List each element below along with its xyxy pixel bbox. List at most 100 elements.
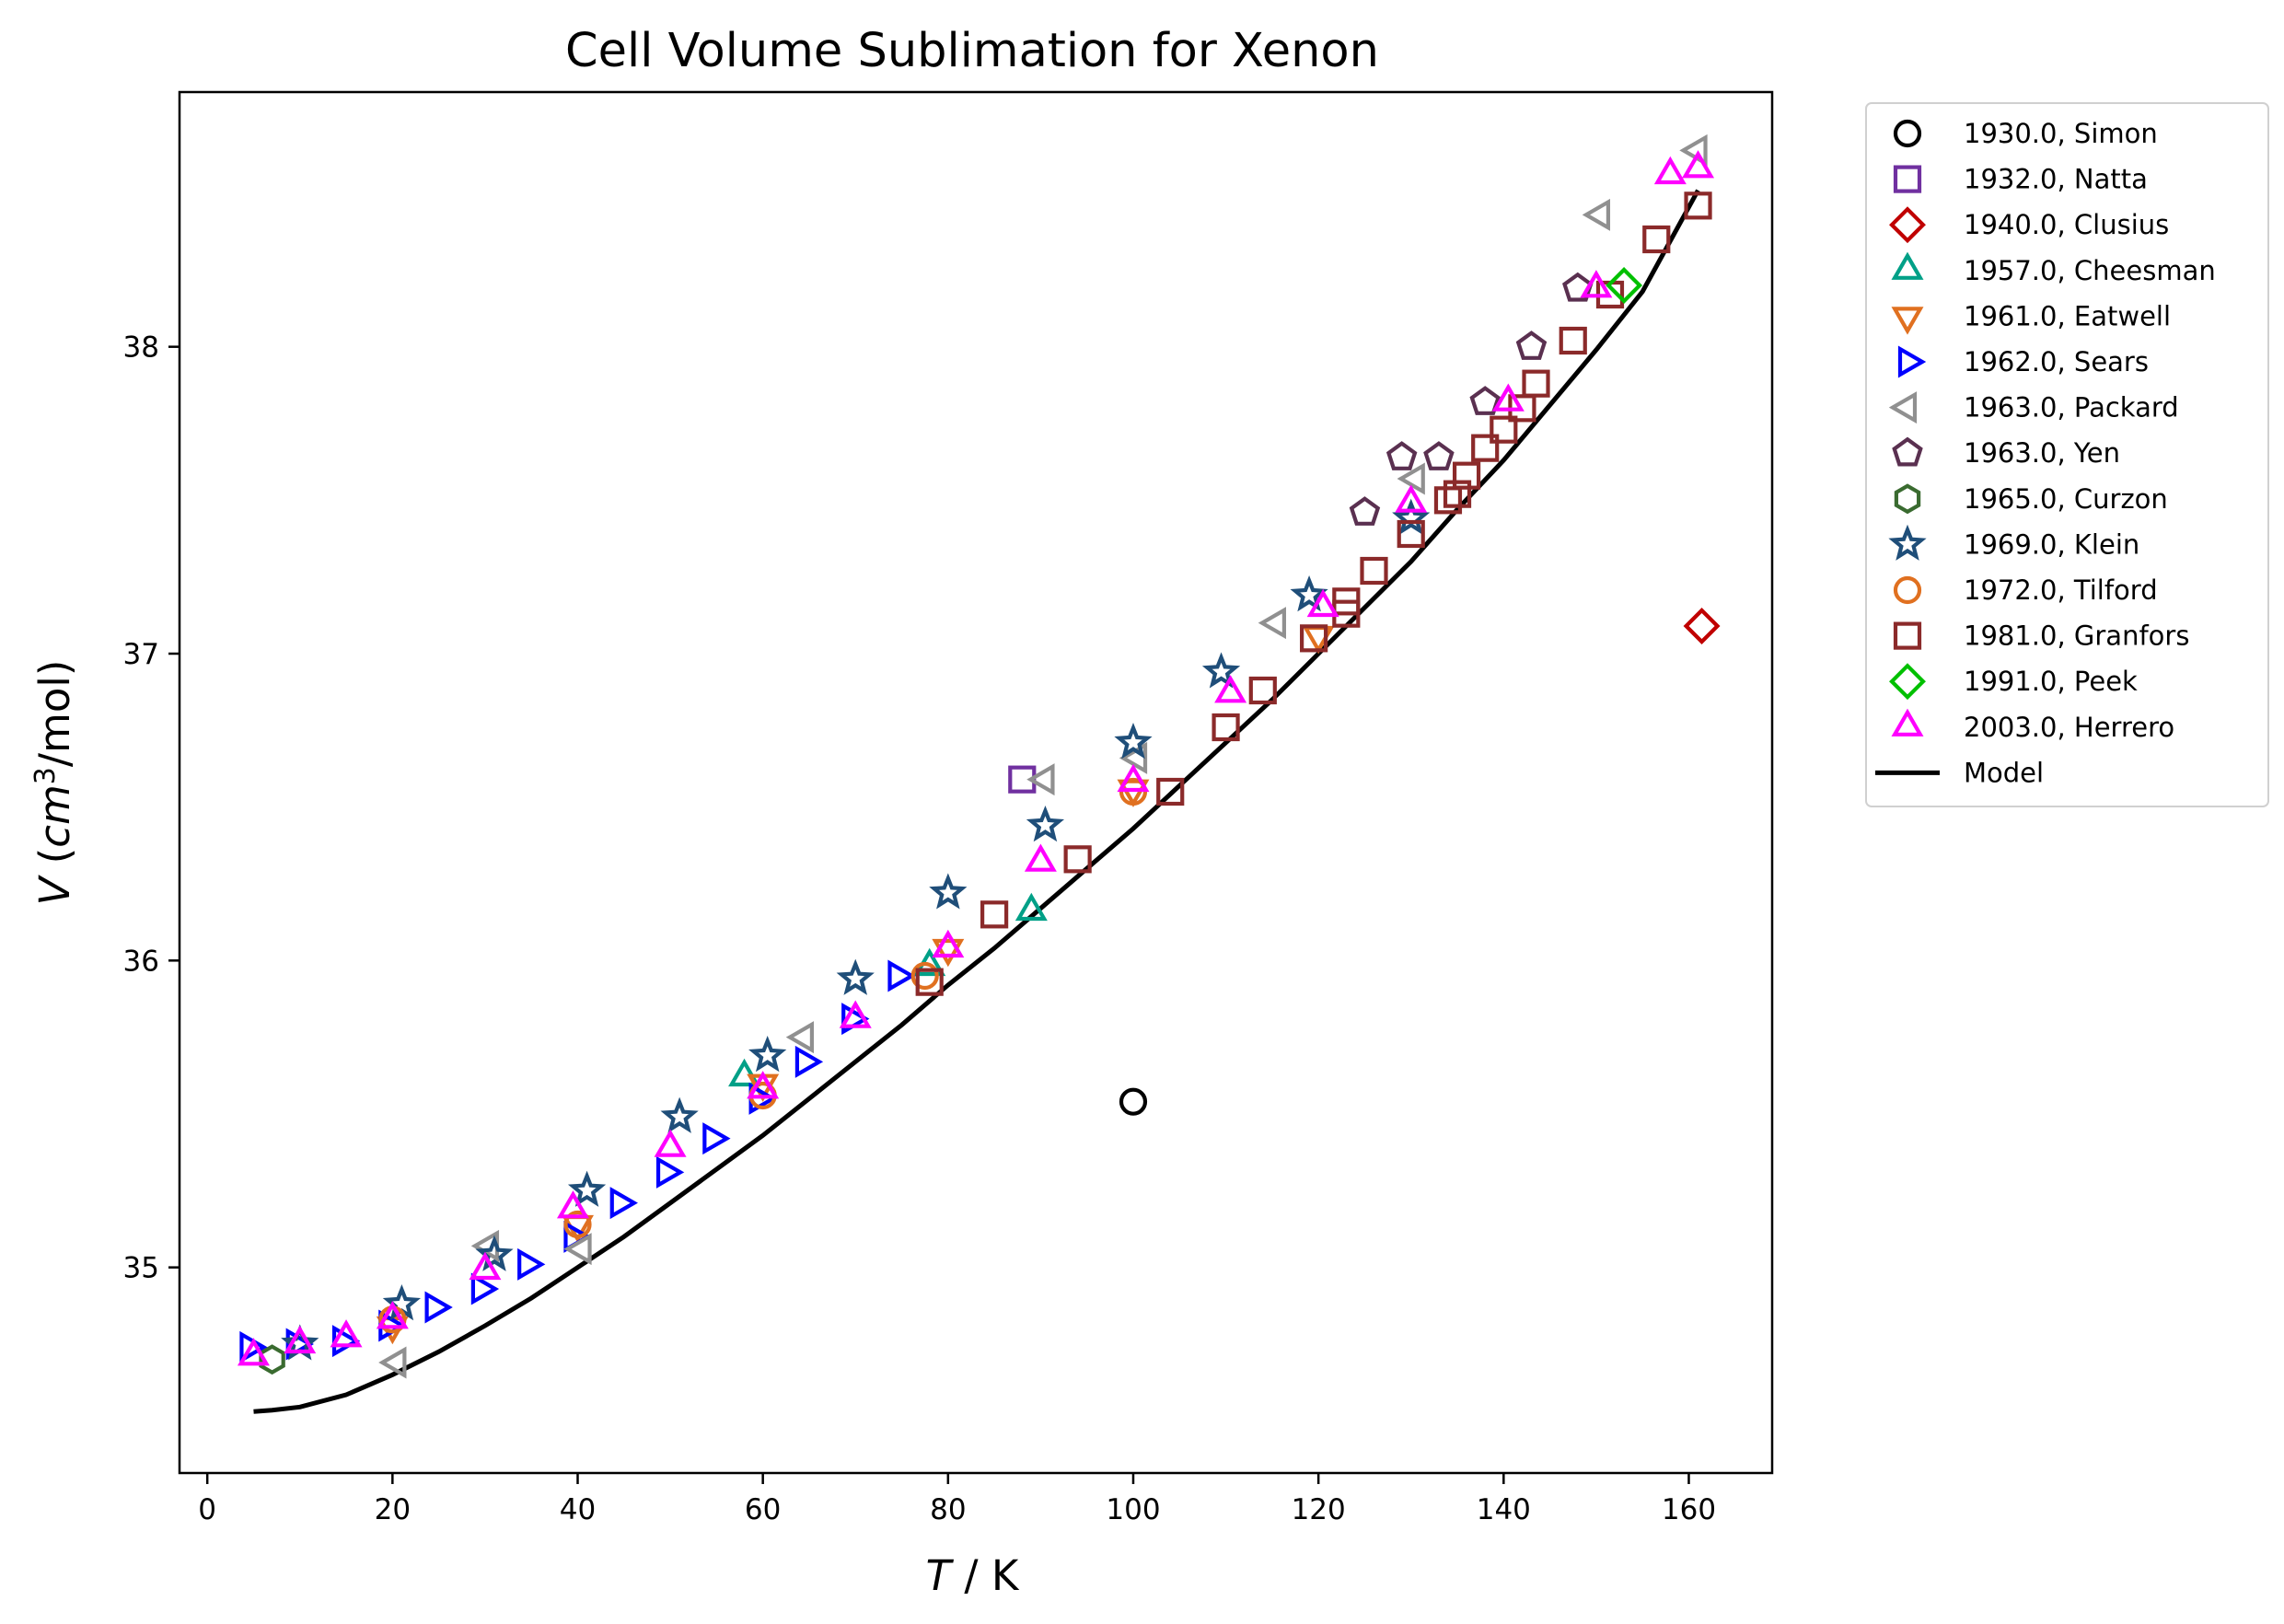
data-point: [1642, 225, 1671, 254]
data-point: [887, 959, 916, 992]
chart-title: Cell Volume Sublimation for Xenon: [565, 24, 1379, 78]
x-tick-label: 40: [560, 1493, 596, 1526]
data-point: [1452, 461, 1481, 490]
data-point: [1014, 892, 1048, 922]
data-point: [929, 873, 968, 910]
y-tick-label: 37: [123, 638, 159, 671]
data-point: [1471, 434, 1500, 462]
y-axis-unit-open: (: [30, 848, 79, 877]
legend-marker-swatch: [1891, 307, 1924, 335]
data-point: [1385, 441, 1418, 470]
legend: 1930.0, Simon 1932.0, Natta 1940.0, Clusiu…: [1865, 102, 2269, 807]
legend-marker-swatch: [1888, 524, 1927, 561]
data-point: [470, 1272, 500, 1305]
data-point: [1423, 441, 1455, 470]
legend-marker-swatch: [1897, 345, 1927, 378]
data-point: [1024, 843, 1057, 872]
legend-entry: 1963.0, Yen: [1892, 436, 2120, 469]
data-point: [1490, 415, 1518, 444]
data-point: [1397, 519, 1425, 549]
legend-label: 1930.0, Simon: [1964, 118, 2158, 149]
data-point: [376, 1301, 409, 1329]
legend-box: [1865, 102, 2269, 807]
legend-label: 1963.0, Packard: [1964, 392, 2179, 423]
data-point: [836, 958, 875, 995]
data-point: [932, 929, 965, 958]
legend-entry: 2003.0, Herrero: [1891, 708, 2174, 743]
series-12: [1606, 267, 1643, 304]
data-point: [1562, 272, 1594, 302]
data-point: [1682, 150, 1715, 179]
data-point: [563, 1233, 592, 1266]
legend-entry: 1969.0, Klein: [1888, 524, 2139, 561]
data-point: [378, 1346, 407, 1379]
x-axis-label: T / K: [926, 1551, 1020, 1600]
data-point: [1580, 270, 1613, 298]
y-tick-label: 38: [123, 331, 159, 365]
series-2: [1683, 608, 1721, 644]
data-point: [980, 900, 1009, 929]
data-point: [660, 1096, 699, 1133]
data-point: [1606, 267, 1643, 304]
legend-marker-swatch: [1891, 708, 1924, 737]
data-point: [747, 1071, 780, 1099]
data-point: [237, 1338, 270, 1366]
legend-entry: 1972.0, Tilford: [1893, 574, 2158, 606]
legend-entry: Model: [1875, 757, 2044, 788]
legend-label: 1969.0, Klein: [1964, 528, 2139, 560]
data-point: [1114, 722, 1153, 760]
axes-frame: [178, 90, 1774, 1475]
x-tick-label: 120: [1292, 1493, 1346, 1526]
data-point: [1392, 498, 1431, 535]
data-point: [1684, 191, 1712, 220]
data-point: [728, 1058, 761, 1087]
legend-entry: 1940.0, Clusius: [1889, 206, 2169, 244]
x-axis-variable: T: [926, 1551, 955, 1600]
legend-label: 1965.0, Curzon: [1964, 483, 2168, 515]
data-point: [702, 1122, 731, 1155]
series-7: [1349, 272, 1594, 526]
data-point: [1360, 556, 1388, 586]
data-point: [1582, 198, 1611, 231]
series-0: [1119, 1087, 1148, 1116]
data-point: [1290, 574, 1328, 612]
plot-area: [178, 90, 1774, 1475]
data-point: [748, 1035, 787, 1073]
data-point: [1515, 331, 1548, 360]
legend-entry: 1932.0, Natta: [1893, 164, 2148, 195]
legend-entry: 1961.0, Eatwell: [1891, 300, 2171, 335]
legend-label: 1962.0, Sears: [1964, 346, 2149, 377]
data-point: [1433, 486, 1463, 515]
series-13: [237, 150, 1715, 1366]
x-tick-label: 80: [930, 1493, 966, 1526]
data-point: [932, 938, 965, 968]
data-point: [1683, 608, 1721, 644]
data-point: [1653, 156, 1687, 185]
data-point: [794, 1045, 824, 1078]
x-tick-label: 60: [745, 1493, 781, 1526]
legend-entry: 1965.0, Curzon: [1894, 483, 2168, 515]
y-axis-unit-close: /mol): [30, 660, 79, 768]
data-point: [1026, 805, 1065, 842]
data-point: [567, 1170, 607, 1207]
legend-label: 1972.0, Tilford: [1964, 574, 2158, 606]
x-tick-label: 20: [375, 1493, 411, 1526]
x-axis-unit: / K: [951, 1551, 1020, 1600]
data-point: [1063, 845, 1092, 874]
legend-entry: 1957.0, Cheesman: [1891, 251, 2216, 286]
legend-marker-swatch: [1893, 621, 1922, 650]
legend-entry: 1991.0, Peek: [1889, 663, 2138, 701]
data-point: [1395, 484, 1428, 513]
data-point: [609, 1187, 638, 1220]
series-9: [281, 498, 1431, 1361]
legend-label: 1940.0, Clusius: [1964, 209, 2169, 240]
legend-marker-swatch: [1891, 251, 1924, 280]
y-axis-variable: V: [30, 874, 79, 905]
data-point: [563, 1210, 592, 1239]
legend-marker-swatch: [1889, 206, 1926, 244]
data-point: [1300, 624, 1328, 653]
x-tick-label: 160: [1662, 1493, 1716, 1526]
legend-entry: 1981.0, Granfors: [1893, 621, 2189, 652]
legend-label: 1981.0, Granfors: [1964, 621, 2189, 652]
model-line: [253, 189, 1700, 1414]
